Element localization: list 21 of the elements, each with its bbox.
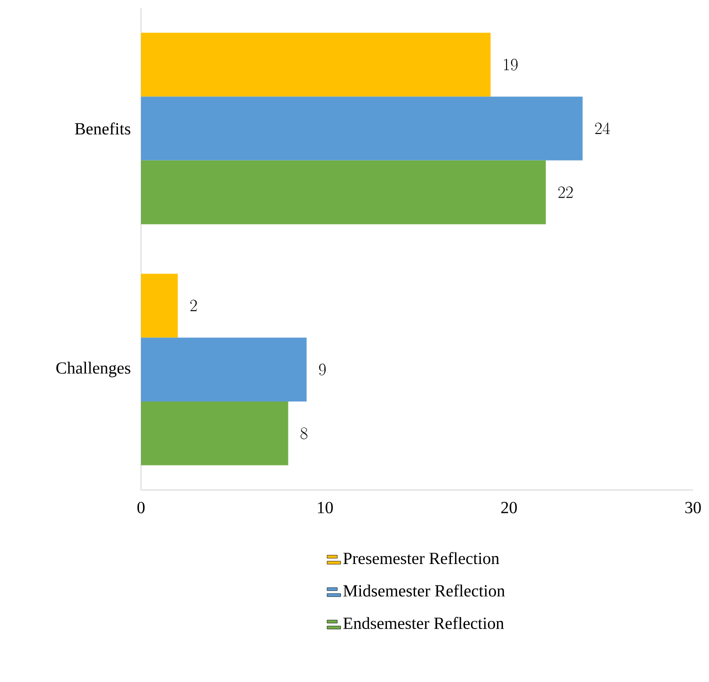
bar	[141, 160, 546, 224]
data-label: 8	[300, 428, 308, 440]
legend-label: Midsemester Reflection	[343, 584, 505, 597]
data-label: 24	[595, 122, 610, 134]
bar	[141, 32, 491, 97]
x-tick-label: 30	[685, 502, 701, 514]
bar	[141, 338, 307, 402]
data-label: 9	[319, 364, 326, 376]
y-tick-label: Benefits	[74, 122, 130, 135]
y-tick-label: Challenges	[56, 362, 130, 378]
data-label: 22	[558, 186, 573, 198]
data-label: 2	[190, 300, 197, 312]
data-label: 19	[504, 58, 518, 70]
x-tick-label: 20	[501, 502, 517, 514]
x-tick-label: 0	[137, 502, 145, 514]
legend-label: Presemester Reflection	[343, 552, 500, 564]
bar	[141, 274, 178, 338]
x-tick-label: 10	[318, 502, 333, 514]
legend-label: Endsemester Reflection	[343, 616, 504, 630]
bar	[141, 96, 583, 160]
bar	[141, 401, 288, 466]
